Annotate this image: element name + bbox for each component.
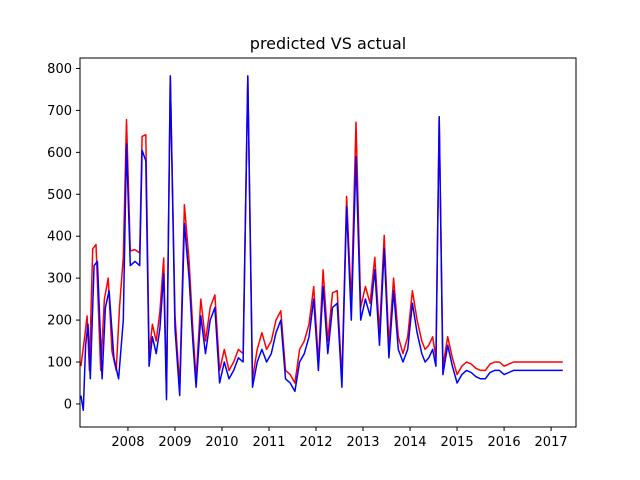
y-tick-label: 600 — [47, 146, 72, 161]
x-tick-label: 2009 — [158, 435, 191, 450]
x-tick-label: 2016 — [488, 435, 521, 450]
axes-layer: 2008 2009 2010 2011 2012 2013 2014 2015 2016 2017… — [47, 57, 577, 450]
y-tick-label: 200 — [47, 314, 72, 329]
chart-title: predicted VS actual — [250, 34, 406, 53]
x-tick-label: 2013 — [346, 435, 379, 450]
x-tick-label: 2017 — [535, 435, 568, 450]
x-tick-label: 2011 — [252, 435, 285, 450]
y-tick-label: 500 — [47, 188, 72, 203]
y-tick-label: 800 — [47, 62, 72, 77]
x-tick-label: 2015 — [441, 435, 474, 450]
x-tick-label: 2010 — [205, 435, 238, 450]
y-tick-label: 700 — [47, 104, 72, 119]
plot-frame — [79, 57, 577, 428]
x-tick-label: 2014 — [393, 435, 426, 450]
series-line-actual — [80, 75, 563, 411]
x-tick-label: 2012 — [299, 435, 332, 450]
y-tick-label: 100 — [47, 356, 72, 371]
y-tick-label: 0 — [64, 397, 72, 412]
y-tick-label: 300 — [47, 272, 72, 287]
x-tick-label: 2008 — [111, 435, 144, 450]
plot-series-layer — [80, 75, 563, 411]
y-tick-label: 400 — [47, 230, 72, 245]
